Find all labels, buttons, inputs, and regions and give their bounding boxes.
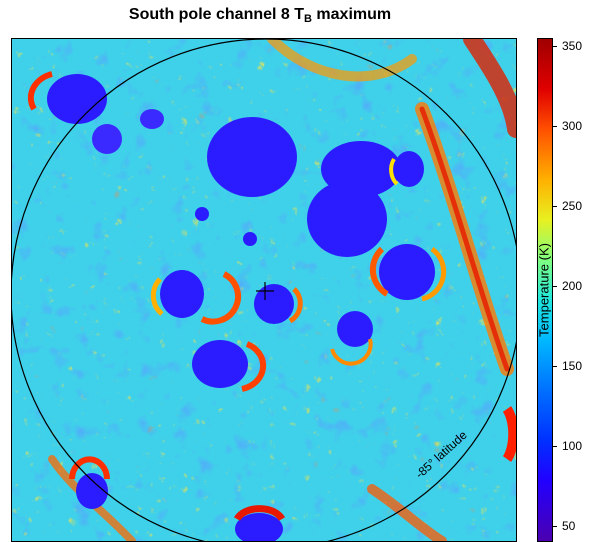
crater-floor [235, 513, 283, 541]
colorbar-tick-label: 200 [562, 279, 583, 293]
figure-title: South pole channel 8 TB maximum [0, 6, 520, 25]
crater-floor [140, 109, 164, 129]
colorbar-tick [553, 366, 557, 367]
colorbar-tick [553, 286, 557, 287]
thermal-map: -85° latitude [11, 38, 517, 542]
colorbar-tick [553, 526, 557, 527]
colorbar-tick-label: 150 [562, 359, 583, 373]
colorbar-label: Temperature (K) [536, 243, 552, 337]
crater-floor [207, 117, 297, 197]
cold-craters [47, 74, 435, 541]
colorbar-tick [553, 206, 557, 207]
colorbar-tick-label: 350 [562, 39, 583, 53]
colorbar-tick-label: 50 [562, 519, 576, 533]
colorbar-tick [553, 126, 557, 127]
crater-floor [47, 74, 107, 124]
crater-floor [307, 181, 387, 257]
pole-marker [256, 282, 274, 300]
crater-floor [337, 311, 373, 347]
crater-floor [92, 124, 122, 154]
crater-floor [379, 244, 435, 300]
crater-floor [195, 207, 209, 221]
crater-floor [192, 340, 248, 388]
title-suffix: maximum [311, 6, 392, 23]
colorbar-tick-label: 300 [562, 119, 583, 133]
crater-floor [243, 232, 257, 246]
colorbar-tick-label: 100 [562, 439, 583, 453]
crater-floor [394, 151, 424, 187]
thermal-map-image: -85° latitude [12, 39, 516, 541]
title-subscript: B [304, 13, 312, 25]
colorbar-tick-label: 250 [562, 199, 583, 213]
crater-floor [160, 270, 204, 318]
colorbar-tick [553, 446, 557, 447]
colorbar-tick [553, 46, 557, 47]
crater-floor [254, 284, 294, 324]
title-text: South pole channel 8 T [128, 6, 305, 23]
crater-floor [76, 473, 108, 509]
crater-rims [27, 71, 516, 521]
